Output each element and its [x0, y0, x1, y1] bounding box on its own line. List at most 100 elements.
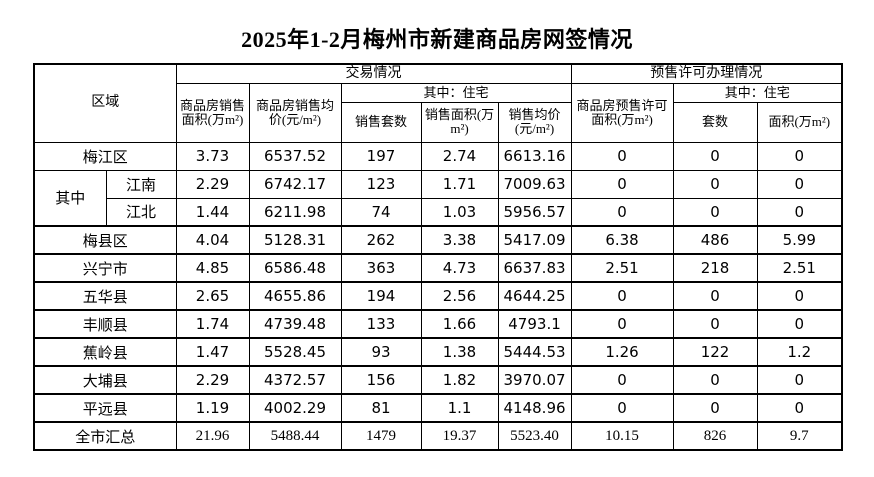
value-cell: 0: [756, 169, 843, 199]
value-cell: 156: [340, 365, 422, 395]
table-row: 江北 1.44 6211.98 74 1.03 5956.57 0 0 0: [34, 197, 843, 227]
value-cell: 5.99: [756, 225, 843, 255]
region-cell: 梅县区: [33, 225, 177, 255]
value-cell: 4739.48: [248, 309, 342, 339]
table-row-total: 全市汇总 21.96 5488.44 1479 19.37 5523.40 10…: [33, 421, 843, 451]
value-cell: 5444.53: [497, 337, 572, 367]
header-row-2: 商品房销售面积(万m²) 商品房销售均价(元/m²) 其中：住宅 商品房预售许可…: [34, 82, 843, 143]
header-row-1: 区域 交易情况 预售许可办理情况: [33, 63, 843, 143]
value-cell: 0: [756, 281, 843, 311]
header-res-avg-price: 销售均价(元/m²): [497, 101, 572, 143]
value-cell: 1.1: [420, 393, 499, 423]
value-cell: 0: [570, 281, 674, 311]
value-cell: 4002.29: [248, 393, 342, 423]
value-cell: 2.56: [420, 281, 499, 311]
value-cell: 10.15: [570, 421, 674, 451]
value-cell: 4.73: [420, 253, 499, 283]
value-cell: 6586.48: [248, 253, 342, 283]
value-cell: 93: [340, 337, 422, 367]
header-presale-section: 预售许可办理情况: [570, 63, 843, 84]
value-cell: 5488.44: [248, 421, 342, 451]
value-cell: 1.19: [175, 393, 250, 423]
table-row: 其中 江南 2.29 6742.17 123 1.71 7009.63 0 0 …: [33, 169, 843, 227]
value-cell: 0: [570, 169, 674, 199]
value-cell: 2.65: [175, 281, 250, 311]
value-cell: 21.96: [175, 421, 250, 451]
value-cell: 0: [672, 309, 758, 339]
region-cell: 大埔县: [33, 365, 177, 395]
value-cell: 0: [672, 365, 758, 395]
table-row: 梅江区 3.73 6537.52 197 2.74 6613.16 0 0 0: [33, 141, 843, 171]
value-cell: 0: [672, 281, 758, 311]
value-cell: 7009.63: [497, 169, 572, 199]
table-row: 五华县 2.65 4655.86 194 2.56 4644.25 0 0 0: [33, 281, 843, 311]
value-cell: 1.44: [175, 197, 250, 227]
value-cell: 6537.52: [248, 141, 342, 171]
header-presale-res-area: 面积(万m²): [756, 101, 843, 143]
header-units-sold: 销售套数: [340, 101, 422, 143]
table-row: 平远县 1.19 4002.29 81 1.1 4148.96 0 0 0: [33, 393, 843, 423]
value-cell: 1.71: [420, 169, 499, 199]
value-cell: 2.74: [420, 141, 499, 171]
value-cell: 0: [570, 141, 674, 171]
table-row: 兴宁市 4.85 6586.48 363 4.73 6637.83 2.51 2…: [33, 253, 843, 283]
value-cell: 6211.98: [248, 197, 342, 227]
value-cell: 2.51: [756, 253, 843, 283]
value-cell: 4372.57: [248, 365, 342, 395]
header-residential-sub: 其中：住宅: [340, 82, 572, 103]
value-cell: 133: [340, 309, 422, 339]
value-cell: 6742.17: [248, 169, 342, 199]
value-cell: 1.47: [175, 337, 250, 367]
value-cell: 0: [570, 393, 674, 423]
value-cell: 3.38: [420, 225, 499, 255]
table-row: 丰顺县 1.74 4739.48 133 1.66 4793.1 0 0 0: [33, 309, 843, 339]
value-cell: 0: [672, 197, 758, 227]
value-cell: 0: [756, 393, 843, 423]
region-cell: 平远县: [33, 393, 177, 423]
value-cell: 19.37: [420, 421, 499, 451]
header-presale-area: 商品房预售许可面积(万m²): [570, 82, 674, 143]
value-cell: 1.74: [175, 309, 250, 339]
value-cell: 81: [340, 393, 422, 423]
value-cell: 2.29: [175, 365, 250, 395]
value-cell: 1.26: [570, 337, 674, 367]
value-cell: 0: [570, 197, 674, 227]
region-cell: 蕉岭县: [33, 337, 177, 367]
value-cell: 0: [570, 365, 674, 395]
value-cell: 197: [340, 141, 422, 171]
region-cell: 五华县: [33, 281, 177, 311]
value-cell: 1479: [340, 421, 422, 451]
header-sales-area: 商品房销售面积(万m²): [175, 82, 250, 143]
region-cell: 江南: [105, 169, 177, 199]
value-cell: 9.7: [756, 421, 843, 451]
value-cell: 123: [340, 169, 422, 199]
housing-table: 区域 交易情况 预售许可办理情况 商品房销售面积(万m²) 商品房销售均价(元/…: [33, 63, 844, 451]
value-cell: 218: [672, 253, 758, 283]
value-cell: 4655.86: [248, 281, 342, 311]
region-cell: 全市汇总: [33, 421, 177, 451]
value-cell: 1.03: [420, 197, 499, 227]
value-cell: 0: [756, 309, 843, 339]
table-row: 梅县区 4.04 5128.31 262 3.38 5417.09 6.38 4…: [33, 225, 843, 255]
value-cell: 4793.1: [497, 309, 572, 339]
header-res-sales-area: 销售面积(万m²): [420, 101, 499, 143]
value-cell: 6.38: [570, 225, 674, 255]
value-cell: 4.04: [175, 225, 250, 255]
value-cell: 0: [672, 141, 758, 171]
table-row: 蕉岭县 1.47 5528.45 93 1.38 5444.53 1.26 12…: [33, 337, 843, 367]
value-cell: 1.66: [420, 309, 499, 339]
value-cell: 3.73: [175, 141, 250, 171]
value-cell: 4148.96: [497, 393, 572, 423]
value-cell: 363: [340, 253, 422, 283]
value-cell: 4644.25: [497, 281, 572, 311]
value-cell: 486: [672, 225, 758, 255]
table-row: 大埔县 2.29 4372.57 156 1.82 3970.07 0 0 0: [33, 365, 843, 395]
value-cell: 0: [756, 365, 843, 395]
group-cell: 其中: [33, 169, 107, 227]
value-cell: 5528.45: [248, 337, 342, 367]
region-cell: 丰顺县: [33, 309, 177, 339]
value-cell: 0: [756, 197, 843, 227]
header-sales-avg-price: 商品房销售均价(元/m²): [248, 82, 342, 143]
value-cell: 122: [672, 337, 758, 367]
